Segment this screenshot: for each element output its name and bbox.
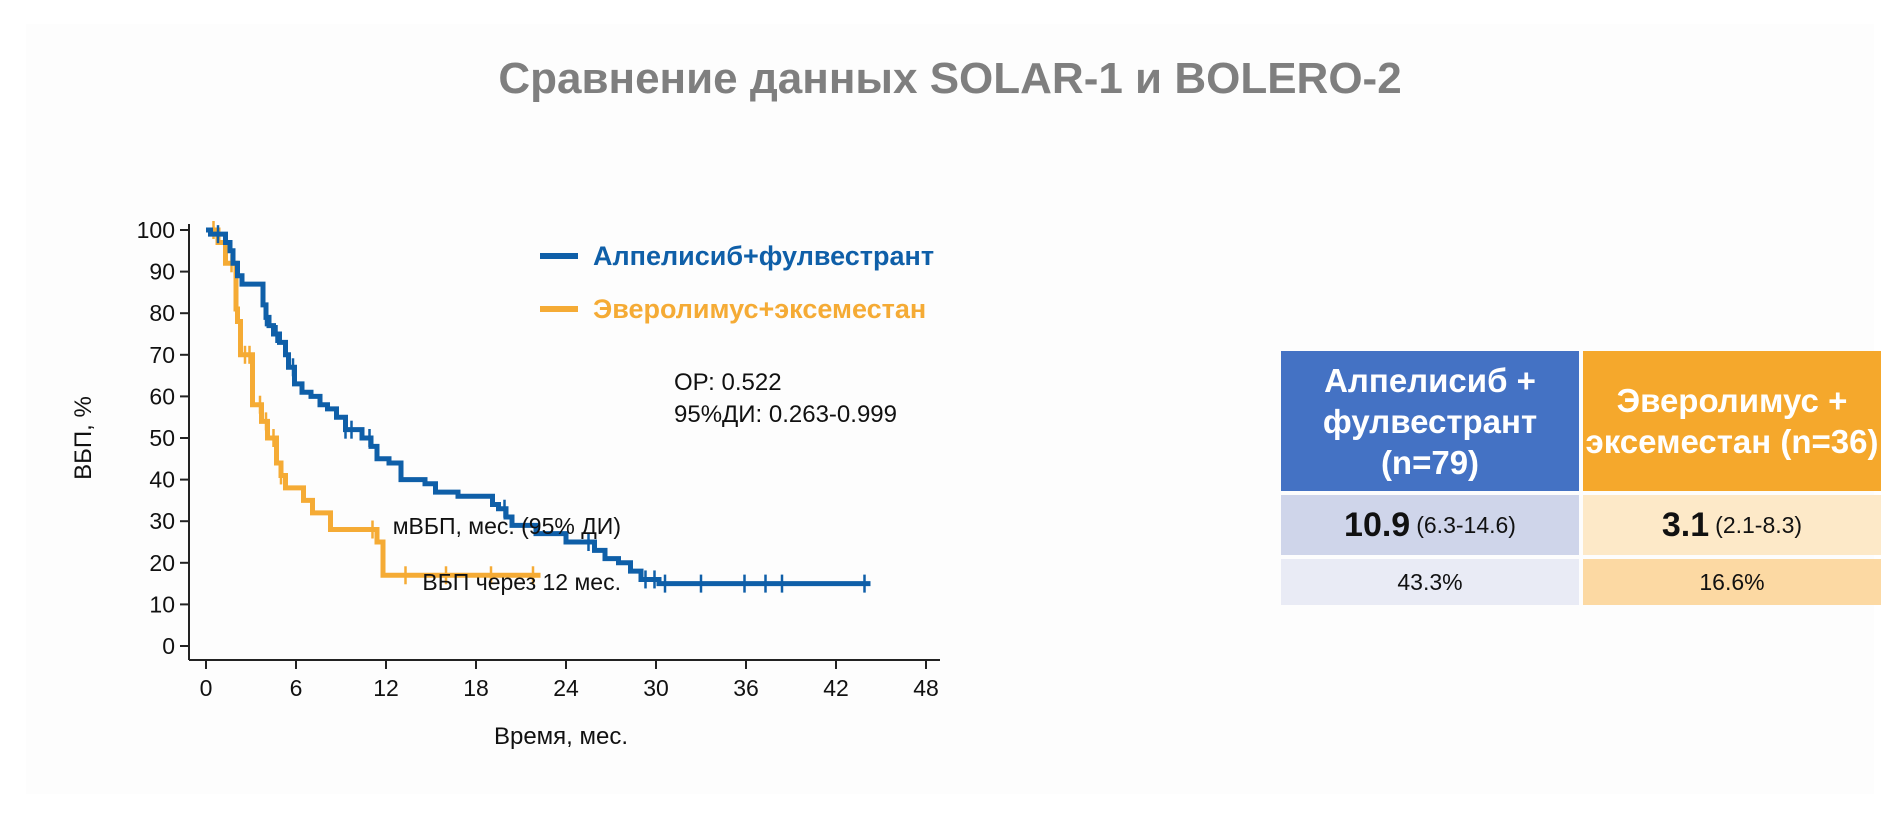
y-tick-label: 0 — [162, 633, 175, 659]
legend-label-0: Алпелисиб+фулвестрант — [593, 241, 934, 271]
y-tick-label: 50 — [149, 425, 175, 451]
x-tick-label: 30 — [643, 675, 669, 701]
y-tick-label: 80 — [149, 300, 175, 326]
y-tick-label: 30 — [149, 508, 175, 534]
y-axis-label: ВБП, % — [70, 396, 97, 480]
chart-axes: 0 10 20 30 40 50 60 70 80 90 100 0 6 12 18 24 30 36 42 48 Вр… — [70, 217, 940, 750]
y-tick-label: 40 — [149, 467, 175, 493]
x-tick-label: 12 — [373, 675, 399, 701]
km-chart: 0 10 20 30 40 50 60 70 80 90 100 0 6 12 18 24 30 36 42 48 Вр… — [70, 217, 940, 750]
hr-annotation: ОР: 0.522 95%ДИ: 0.263-0.999 — [674, 369, 897, 428]
legend-label-1: Эверолимус+эксеместан — [593, 294, 926, 324]
chart-lines — [206, 221, 871, 593]
cell-pfs12-alpelisib: 43.3% — [1281, 559, 1579, 605]
x-tick-label: 6 — [290, 675, 303, 701]
mpfs-value-a: 10.9 — [1344, 505, 1411, 544]
cell-mpfs-everolimus: 3.1 (2.1-8.3) — [1583, 495, 1881, 555]
mpfs-value-b: 3.1 — [1661, 505, 1710, 544]
annotation-line-1: 95%ДИ: 0.263-0.999 — [674, 401, 897, 428]
y-tick-label: 90 — [149, 259, 175, 285]
x-tick-label: 36 — [733, 675, 759, 701]
row-label-pfs12: ВБП через 12 мес. — [422, 569, 621, 595]
row-label-mpfs: мВБП, мес. (95% ДИ) — [392, 513, 621, 539]
x-axis-label: Время, мес. — [494, 723, 628, 750]
page-title: Сравнение данных SOLAR-1 и BOLERO-2 — [498, 54, 1402, 103]
y-tick-label: 100 — [137, 217, 175, 243]
y-tick-label: 60 — [149, 383, 175, 409]
y-tick-label: 20 — [149, 550, 175, 576]
x-tick-label: 42 — [823, 675, 849, 701]
x-tick-label: 24 — [553, 675, 579, 701]
x-tick-label: 48 — [913, 675, 939, 701]
mpfs-ci-b: (2.1-8.3) — [1715, 511, 1803, 538]
cell-mpfs-alpelisib: 10.9 (6.3-14.6) — [1281, 495, 1579, 555]
series-line-1 — [206, 227, 541, 578]
chart-legend: Алпелисиб+фулвестрант Эверолимус+эксемест… — [540, 241, 934, 324]
y-tick-label: 10 — [149, 591, 175, 617]
header-everolimus: Эверолимус + эксеместан (n=36) — [1583, 351, 1881, 491]
cell-pfs12-everolimus: 16.6% — [1583, 559, 1881, 605]
annotation-line-0: ОР: 0.522 — [674, 369, 782, 396]
slide-background: Сравнение данных SOLAR-1 и BOLERO-2 0 10 2… — [26, 24, 1881, 794]
y-tick-label: 70 — [149, 342, 175, 368]
mpfs-ci-a: (6.3-14.6) — [1416, 511, 1516, 538]
header-alpelisib: Алпелисиб + фулвестрант (n=79) — [1281, 351, 1579, 491]
x-tick-label: 0 — [200, 675, 213, 701]
x-tick-label: 18 — [463, 675, 489, 701]
series-line-0 — [206, 227, 871, 587]
